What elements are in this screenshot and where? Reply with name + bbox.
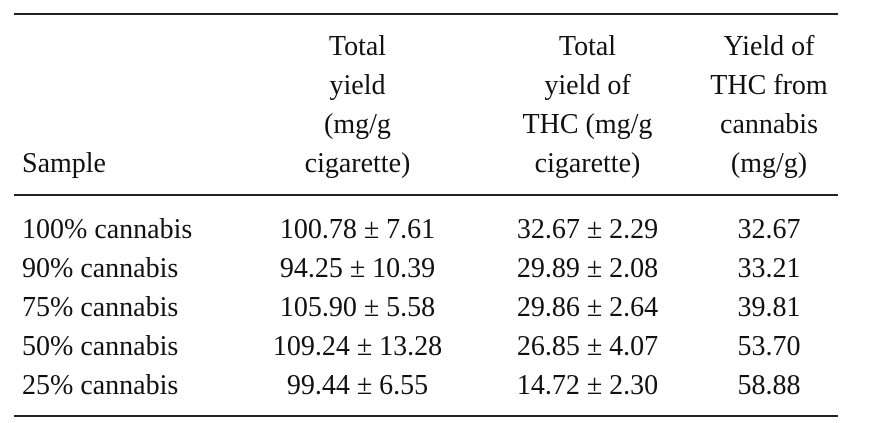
sample-cell: 75% cannabis — [22, 292, 179, 323]
header-line: Total — [328, 31, 387, 62]
header-cell: Yield of THC from cannabis (mg/g) — [700, 14, 838, 195]
table-row: 90% cannabis 94.25 ± 10.39 29.89 ± 2.08 33.… — [14, 249, 838, 288]
value-cell: 58.88 — [737, 370, 801, 401]
header-cell: Sample — [14, 14, 240, 195]
table-row: 50% cannabis 109.24 ± 13.28 26.85 ± 4.07 53… — [14, 327, 838, 366]
header-line: Yield of — [723, 31, 815, 62]
table-header: Sample Total yield (mg/g cigarette) Total yiel… — [14, 14, 838, 195]
value-cell: 29.86 ± 2.64 — [516, 292, 659, 323]
value-cell: 32.67 — [737, 214, 801, 245]
header-line: yield — [329, 70, 386, 101]
table-body: 100% cannabis 100.78 ± 7.61 32.67 ± 2.29 32… — [14, 195, 838, 416]
table-container: Sample Total yield (mg/g cigarette) Total yiel… — [14, 13, 838, 417]
sample-cell: 25% cannabis — [22, 370, 179, 401]
value-cell: 29.89 ± 2.08 — [516, 253, 659, 284]
value-cell: 26.85 ± 4.07 — [516, 331, 659, 362]
table-row: 25% cannabis 99.44 ± 6.55 14.72 ± 2.30 58.8… — [14, 366, 838, 416]
value-cell: 33.21 — [737, 253, 801, 284]
header-cell: Total yield (mg/g cigarette) — [240, 14, 475, 195]
value-cell: 53.70 — [737, 331, 801, 362]
header-line: yield of — [544, 70, 631, 101]
header-line: cigarette) — [534, 148, 641, 179]
sample-cell: 90% cannabis — [22, 253, 179, 284]
sample-cell: 50% cannabis — [22, 331, 179, 362]
sample-cell: 100% cannabis — [22, 214, 193, 245]
header-line: (mg/g — [324, 109, 391, 140]
value-cell: 94.25 ± 10.39 — [279, 253, 436, 284]
value-cell: 100.78 ± 7.61 — [279, 214, 436, 245]
value-cell: 14.72 ± 2.30 — [516, 370, 659, 401]
value-cell: 39.81 — [737, 292, 801, 323]
header-line: THC from — [710, 70, 828, 101]
value-cell: 99.44 ± 6.55 — [286, 370, 429, 401]
header-line: Total — [558, 31, 617, 62]
value-cell: 105.90 ± 5.58 — [279, 292, 436, 323]
header-line: (mg/g) — [730, 148, 808, 179]
header-line: cannabis — [720, 109, 818, 140]
value-cell: 32.67 ± 2.29 — [516, 214, 659, 245]
value-cell: 109.24 ± 13.28 — [272, 331, 443, 362]
header-row: Sample Total yield (mg/g cigarette) Total yiel… — [14, 14, 838, 195]
table-row: 75% cannabis 105.90 ± 5.58 29.86 ± 2.64 39.… — [14, 288, 838, 327]
table-row: 100% cannabis 100.78 ± 7.61 32.67 ± 2.29 32… — [14, 195, 838, 249]
header-line: Sample — [22, 148, 106, 179]
header-line: THC (mg/g — [522, 109, 653, 140]
data-table: Sample Total yield (mg/g cigarette) Total yiel… — [14, 13, 838, 417]
header-cell: Total yield of THC (mg/g cigarette) — [475, 14, 700, 195]
header-line: cigarette) — [304, 148, 411, 179]
